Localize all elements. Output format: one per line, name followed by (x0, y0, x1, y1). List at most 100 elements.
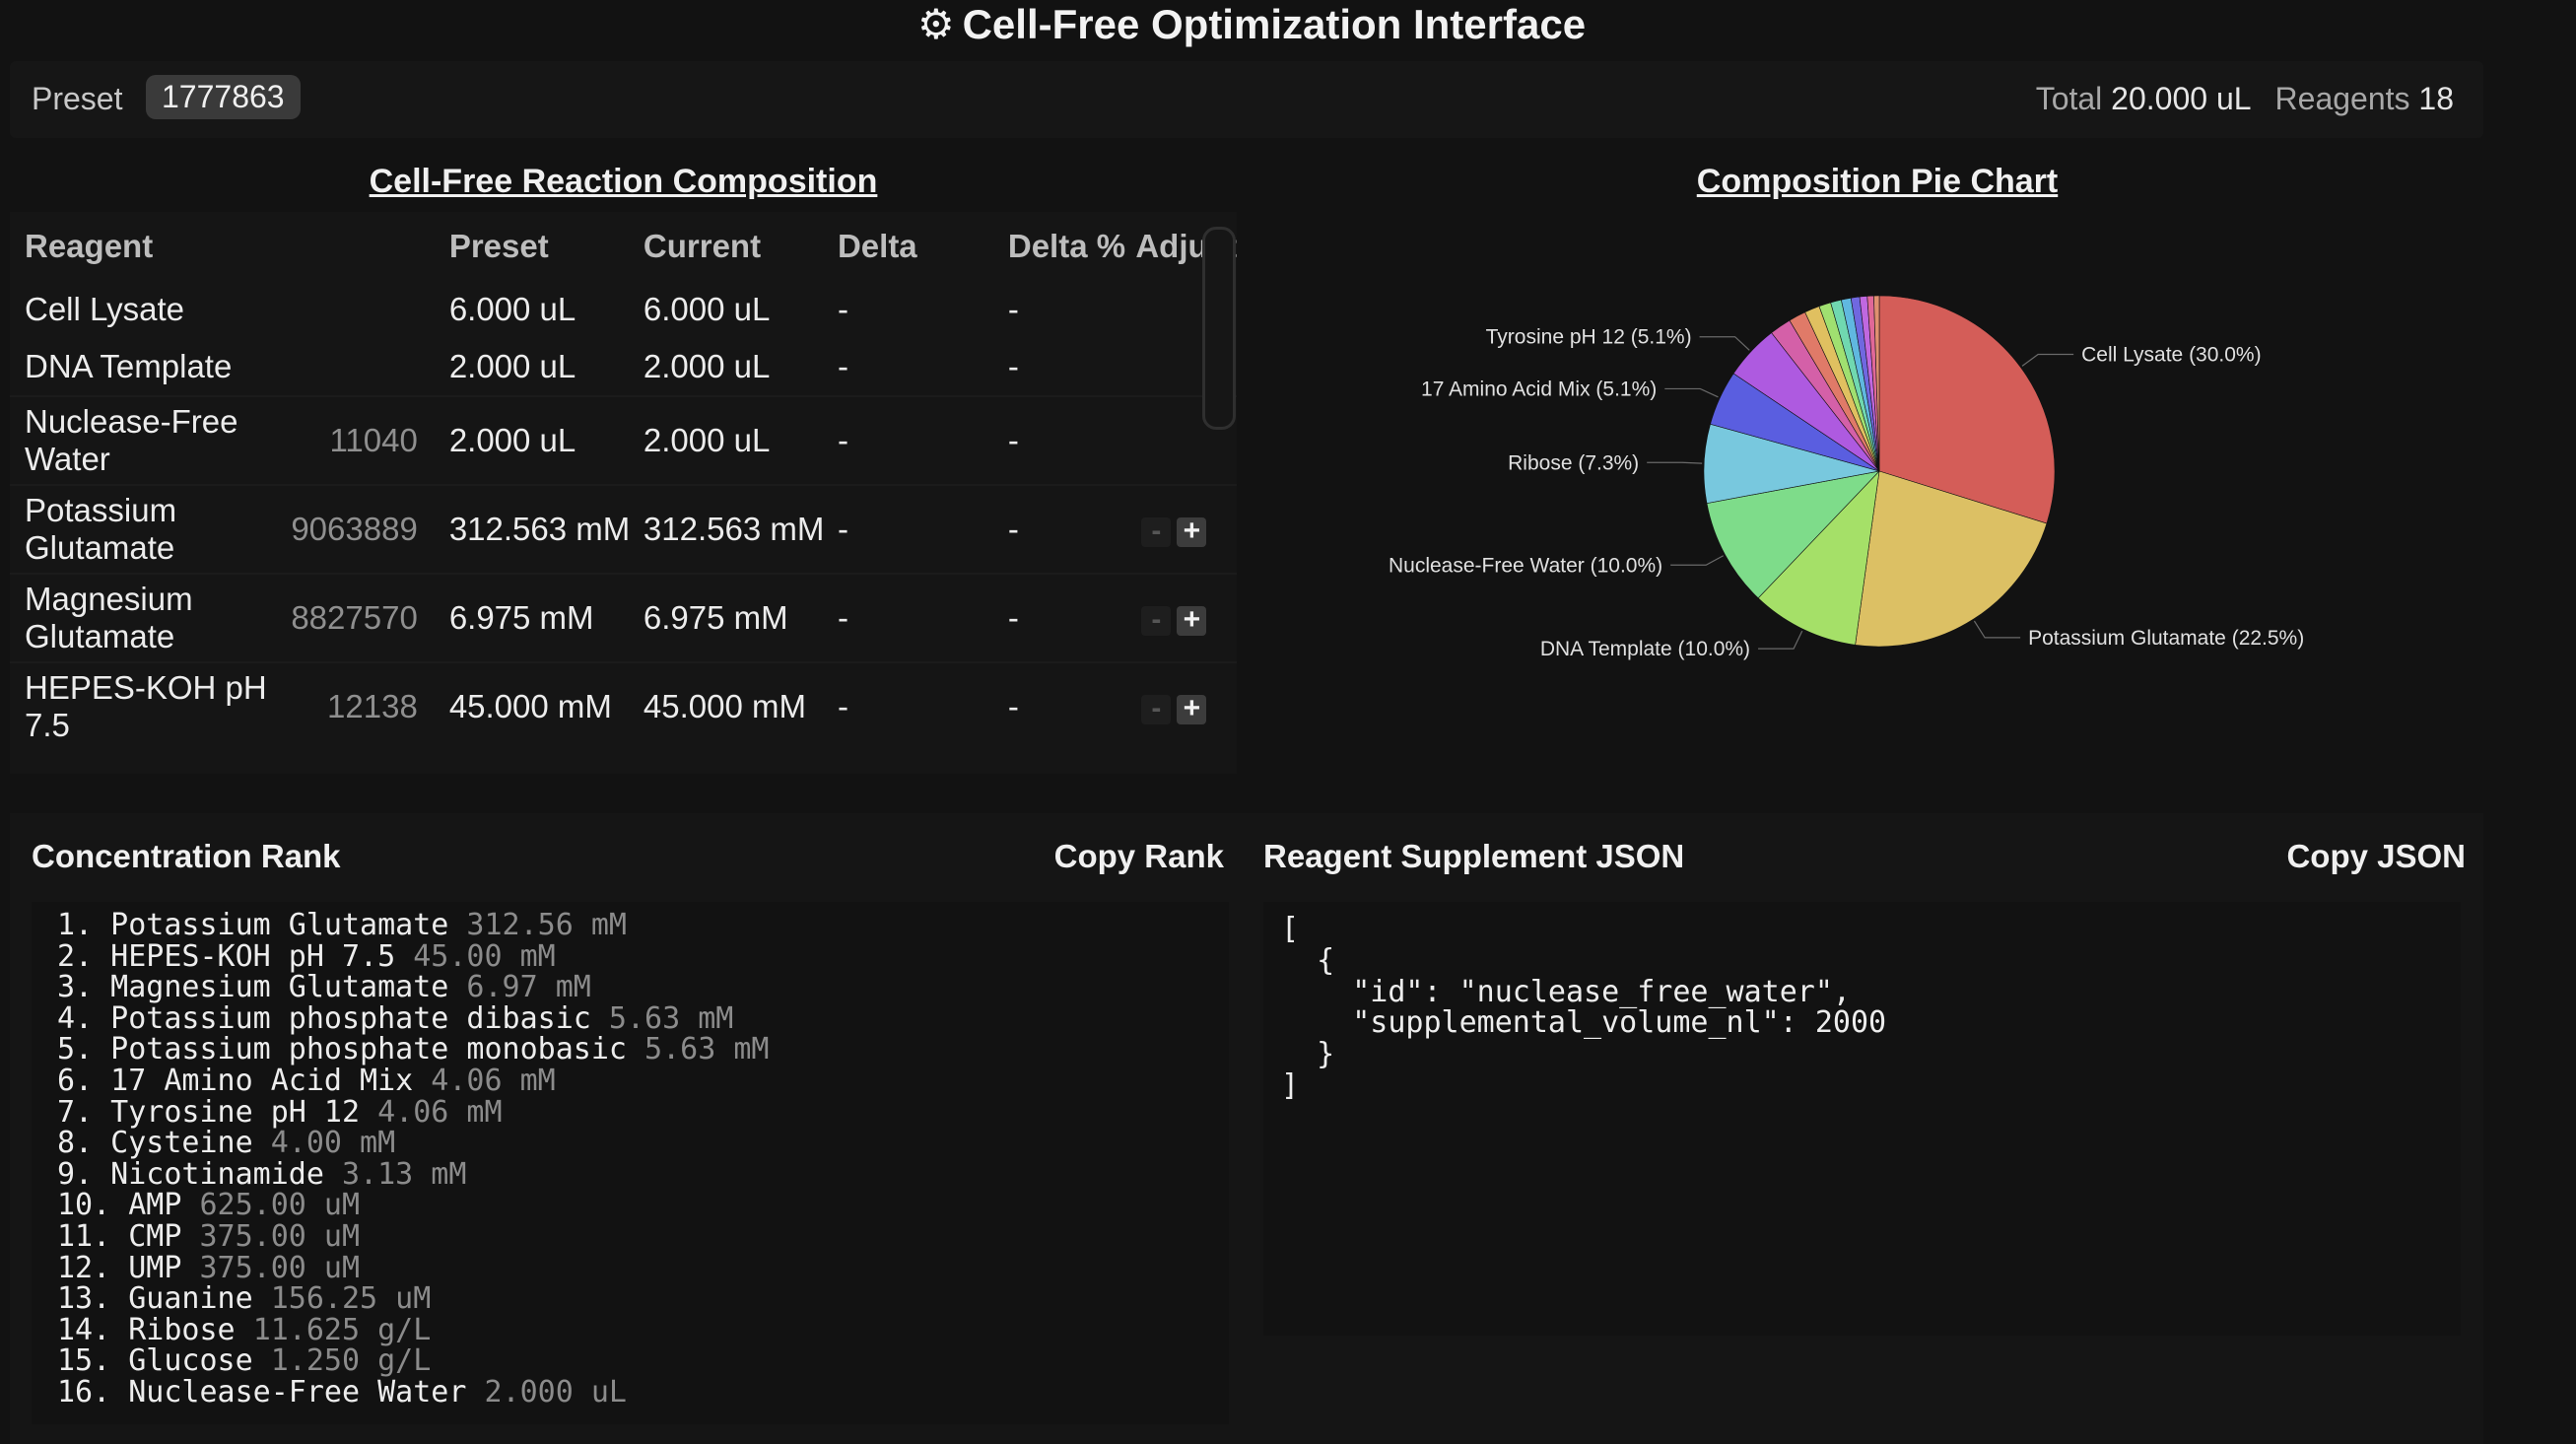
decrease-button[interactable]: - (1141, 605, 1172, 636)
supplement-json-text: [ { "id": "nuclease_free_water", "supple… (1281, 912, 1887, 1103)
pie-label-leader (2021, 353, 2074, 367)
reagent-name: Cell Lysate (25, 291, 185, 327)
rank-item: 14. Ribose 11.625 g/L (57, 1312, 769, 1347)
rank-item-value: 4.06 mM (431, 1063, 556, 1098)
rank-item-value: 5.63 mM (608, 1000, 734, 1036)
rank-item-value: 4.00 mM (270, 1126, 396, 1161)
reagents-label: Reagents (2274, 81, 2410, 116)
supplement-title: Reagent Supplement JSON (1263, 838, 1685, 874)
copy-rank-button[interactable]: Copy Rank (1053, 838, 1224, 874)
rank-item-label: 15. Glucose (57, 1343, 253, 1379)
pie-slice-label: Ribose (7.3%) (1508, 451, 1639, 474)
decrease-button[interactable]: - (1141, 516, 1172, 547)
table-row: Nuclease-Free Water 11040 2.000 uL 2.000 uL… (10, 396, 1237, 485)
col-header-preset: Preset (448, 228, 549, 264)
copy-json-button[interactable]: Copy JSON (2286, 838, 2466, 874)
current-value: 2.000 uL (643, 348, 771, 384)
rank-item-label: 1. Potassium Glutamate (57, 908, 449, 942)
total-label: Total (2035, 81, 2103, 116)
rank-item-value: 4.06 mM (377, 1094, 503, 1130)
reagent-id (275, 338, 449, 396)
totals-summary: Total 20.000 uL Reagents 18 (2036, 81, 2454, 117)
rank-item: 16. Nuclease-Free Water 2.000 uL (57, 1377, 769, 1409)
table-row: DNA Template 2.000 uL 2.000 uL - - (10, 338, 1237, 396)
decrease-button[interactable]: - (1141, 694, 1172, 724)
current-value: 45.000 mM (643, 688, 806, 724)
rank-item: 11. CMP 375.00 uM (57, 1221, 769, 1253)
rank-item-value: 156.25 uM (270, 1281, 432, 1317)
rank-item-value: 45.00 mM (413, 938, 556, 974)
increase-button[interactable]: + (1177, 605, 1207, 636)
preset-value: 45.000 mM (448, 688, 612, 724)
reagent-id: 11040 (329, 422, 418, 458)
rank-item: 3. Magnesium Glutamate 6.97 mM (57, 972, 769, 1003)
reagent-id (275, 281, 449, 338)
rank-item-value: 3.13 mM (342, 1156, 467, 1192)
increase-button[interactable]: + (1177, 694, 1207, 724)
delta-pct-value: - (1007, 348, 1019, 384)
rank-item-value: 2.000 uL (484, 1374, 627, 1410)
reagent-name: Magnesium Glutamate (25, 581, 193, 654)
page-title-text: Cell-Free Optimization Interface (962, 1, 1587, 47)
rank-item: 6. 17 Amino Acid Mix 4.06 mM (57, 1066, 769, 1097)
pie-slice[interactable] (1706, 470, 1880, 599)
rank-item: 13. Guanine 156.25 uM (57, 1283, 769, 1315)
pie-slice[interactable] (1878, 295, 2056, 524)
pie-slice[interactable] (1757, 470, 1880, 646)
rank-item-label: 7. Tyrosine pH 12 (57, 1094, 361, 1130)
rank-item-label: 11. CMP (57, 1218, 182, 1254)
supplement-panel: Reagent Supplement JSON Copy JSON [ { "i… (1242, 813, 2483, 1444)
table-row: Potassium Glutamate 9063889 312.563 mM 312.… (10, 485, 1237, 574)
col-header-id (275, 212, 449, 281)
adjust-cell: - + (1135, 574, 1237, 662)
rank-item: 15. Glucose 1.250 g/L (57, 1345, 769, 1377)
pie-slice-label: 17 Amino Acid Mix (5.1%) (1421, 378, 1657, 400)
rank-item-label: 12. UMP (57, 1250, 182, 1285)
rank-item-label: 10. AMP (57, 1188, 182, 1223)
rank-item: 5. Potassium phosphate monobasic 5.63 mM (57, 1034, 769, 1066)
pie-label-leader (1699, 336, 1750, 351)
table-scrollbar[interactable] (1202, 227, 1236, 430)
pie-slice-label: Potassium Glutamate (22.5%) (2028, 627, 2304, 650)
pie-label-leader (1973, 620, 2021, 639)
preset-value: 6.975 mM (448, 599, 594, 636)
current-value: 6.975 mM (643, 599, 788, 636)
pie-slice[interactable] (1873, 295, 1880, 472)
rank-item-label: 3. Magnesium Glutamate (57, 970, 449, 1005)
rank-item: 8. Cysteine 4.00 mM (57, 1128, 769, 1159)
page-title: ⚙ Cell-Free Optimization Interface (0, 0, 2503, 49)
pie-label-leader (1664, 387, 1719, 398)
preset-value: 2.000 uL (448, 422, 576, 458)
rank-list-box: 1. Potassium Glutamate 312.56 mM 2. HEPES… (32, 902, 1229, 1424)
increase-button[interactable]: + (1177, 516, 1207, 547)
rank-item: 7. Tyrosine pH 12 4.06 mM (57, 1094, 769, 1130)
rank-item-value: 6.97 mM (466, 970, 591, 1005)
rank-item-label: 8. Cysteine (57, 1126, 253, 1161)
total-value: 20.000 uL (2111, 81, 2252, 116)
rank-list: 1. Potassium Glutamate 312.56 mM 2. HEPES… (57, 910, 769, 1409)
delta-pct-value: - (1007, 422, 1019, 458)
supplement-json-box: [ { "id": "nuclease_free_water", "supple… (1263, 902, 2461, 1336)
delta-value: - (837, 599, 848, 636)
preset-chip[interactable]: 1777863 (146, 75, 301, 119)
rank-item-label: 2. HEPES-KOH pH 7.5 (57, 938, 396, 974)
rank-item-value: 312.56 mM (466, 908, 627, 942)
delta-pct-value: - (1007, 291, 1019, 327)
adjust-cell: - + (1135, 662, 1237, 750)
current-value: 312.563 mM (643, 511, 825, 547)
preset-bar: Preset 1777863 Total 20.000 uL Reagents 1… (10, 61, 2483, 138)
rank-item: 4. Potassium phosphate dibasic 5.63 mM (57, 1000, 769, 1036)
delta-pct-value: - (1007, 688, 1019, 724)
rank-item: 10. AMP 625.00 uM (57, 1190, 769, 1221)
pie-slice-label: Nuclease-Free Water (10.0%) (1389, 554, 1662, 577)
rank-item-label: 14. Ribose (57, 1312, 236, 1347)
pie-label-leader (1647, 461, 1703, 464)
pie-slice[interactable] (1855, 470, 2048, 648)
current-value: 6.000 uL (643, 291, 771, 327)
col-header-delta-pct: Delta % (1007, 228, 1126, 264)
rank-item-value: 625.00 uM (199, 1188, 361, 1223)
rank-item-value: 5.63 mM (644, 1032, 770, 1067)
rank-item-label: 4. Potassium phosphate dibasic (57, 1000, 591, 1036)
delta-value: - (837, 688, 848, 724)
reagent-name: Potassium Glutamate (25, 492, 177, 566)
